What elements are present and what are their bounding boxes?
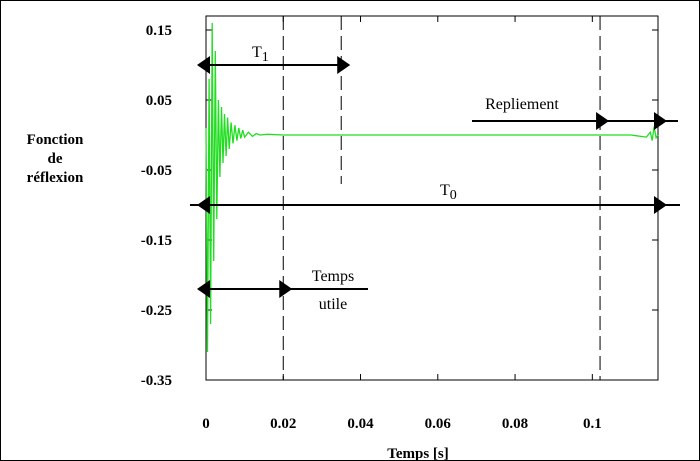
x-axis-title: Temps [s] (387, 446, 449, 461)
repliement-label: Repliement (485, 96, 559, 113)
t0-label: T0 (440, 182, 457, 203)
y-tick-label: -0.25 (141, 303, 172, 319)
y-axis-title-line-3: réflexion (27, 170, 84, 186)
y-tick-label: -0.15 (141, 233, 172, 249)
series-layer (205, 22, 659, 353)
y-tick-label: -0.35 (141, 373, 172, 389)
y-tick-label: 0.05 (146, 93, 172, 109)
t1-arrowhead-right (337, 56, 351, 74)
x-tick-label: 0 (202, 416, 210, 432)
y-tick-label: 0.15 (146, 23, 172, 39)
temps-utile-arrowhead-right (279, 280, 293, 298)
temps-utile-arrowhead-left (197, 280, 210, 298)
y-tick-labels: 0.15 0.05 -0.05 -0.15 -0.25 -0.35 (141, 23, 172, 389)
temps-utile-label-line-2: utile (319, 296, 347, 313)
t1-arrowhead-left (197, 56, 210, 74)
temps-utile-label-line-1: Temps (312, 268, 354, 285)
series-line-0 (205, 22, 659, 353)
x-tick-label: 0.04 (347, 416, 374, 432)
minor-ticks (205, 16, 658, 381)
y-axis-title-line-1: Fonction (27, 132, 84, 148)
x-tick-labels: 0 0.02 0.04 0.06 0.08 0.1 (202, 416, 601, 432)
x-tick-label: 0.06 (425, 416, 452, 432)
t0-arrowhead-right (654, 196, 667, 214)
plot-area (205, 15, 659, 381)
x-tick-label: 0.1 (583, 416, 602, 432)
x-tick-label: 0.08 (502, 416, 528, 432)
t1-label: T1 (252, 44, 269, 65)
dashed-markers (282, 16, 601, 380)
y-axis-title-line-2: de (48, 151, 63, 167)
y-tick-label: -0.05 (141, 163, 172, 179)
repliement-arrowhead-left (596, 112, 610, 130)
repliement-arrowhead-right (654, 112, 667, 130)
annotations: T1 T0 Temps utile Repliement (190, 44, 680, 313)
t0-arrowhead-left (197, 196, 210, 214)
x-tick-label: 0.02 (270, 416, 296, 432)
